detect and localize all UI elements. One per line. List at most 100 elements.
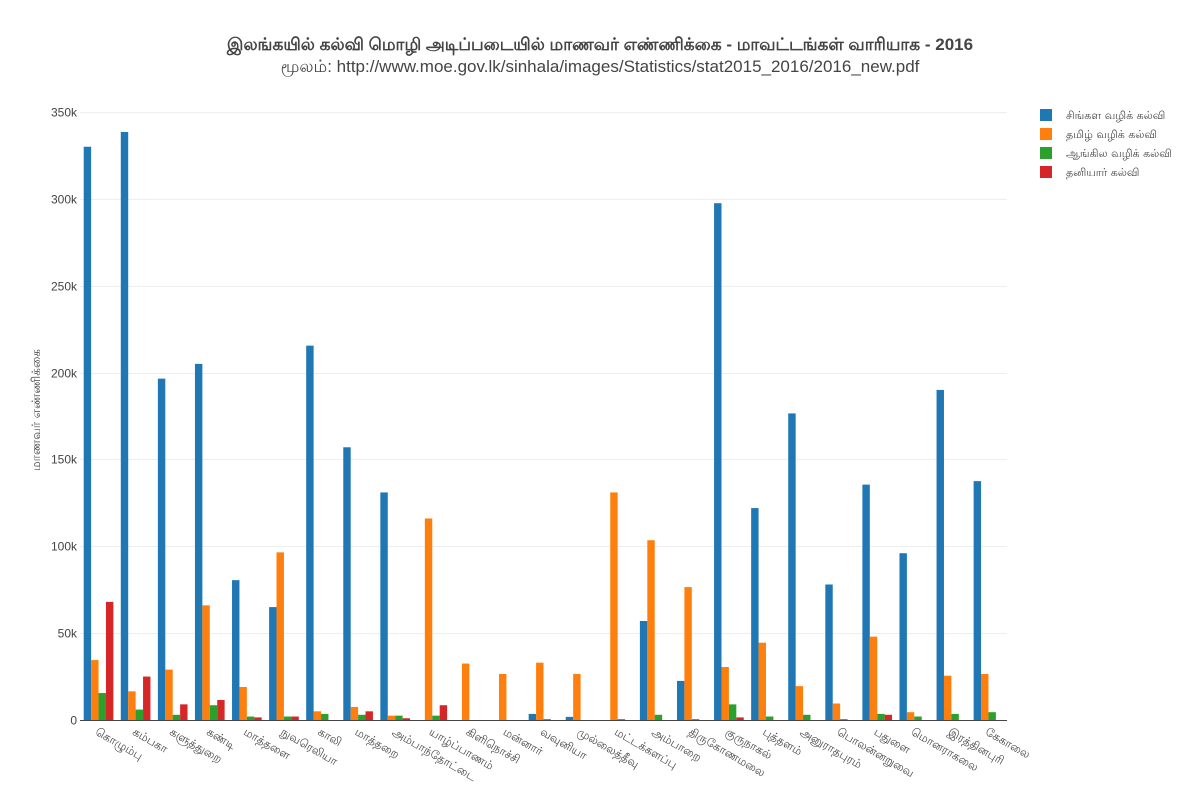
bar[interactable] (402, 718, 411, 720)
bar[interactable] (439, 705, 448, 720)
bar[interactable] (639, 620, 648, 720)
bar[interactable] (291, 716, 299, 720)
bar[interactable] (157, 378, 166, 720)
bar[interactable] (869, 636, 878, 720)
bar[interactable] (832, 703, 841, 721)
bar[interactable] (499, 673, 507, 720)
bar[interactable] (350, 706, 359, 720)
series-3 (98, 693, 996, 720)
bar[interactable] (313, 711, 322, 720)
bar[interactable] (654, 714, 663, 720)
bar[interactable] (788, 413, 796, 720)
bar[interactable] (387, 715, 396, 720)
bar[interactable] (536, 662, 544, 720)
bar[interactable] (194, 363, 203, 720)
bar[interactable] (120, 131, 129, 721)
legend-item[interactable]: தனியார் கல்வி (1040, 166, 1139, 179)
bar[interactable] (981, 673, 989, 720)
bar[interactable] (91, 660, 99, 720)
bar[interactable] (565, 716, 574, 720)
bar[interactable] (803, 714, 811, 720)
bar[interactable] (358, 714, 366, 720)
bar[interactable] (254, 717, 262, 720)
bar[interactable] (432, 715, 440, 720)
bar[interactable] (321, 713, 329, 720)
legend-item[interactable]: தமிழ் வழிக் கல்வி (1040, 128, 1157, 141)
bar[interactable] (306, 345, 314, 720)
bar[interactable] (691, 719, 700, 720)
bar[interactable] (840, 719, 848, 720)
bar[interactable] (239, 686, 247, 720)
bar[interactable] (105, 601, 114, 720)
bar[interactable] (83, 146, 92, 721)
bar[interactable] (721, 667, 729, 720)
bar[interactable] (951, 713, 959, 720)
bar[interactable] (276, 552, 284, 720)
bar[interactable] (573, 673, 581, 720)
bars (83, 131, 996, 721)
y-tick-label: 350k (51, 106, 78, 120)
bar[interactable] (617, 719, 626, 720)
bar[interactable] (795, 686, 804, 720)
legend-swatch (1040, 109, 1052, 121)
bar[interactable] (202, 605, 210, 720)
y-tick-label: 0 (70, 714, 77, 728)
x-axis-ticks: கொழும்புகம்பகாகளுத்துறைகண்டி மாத்தளைநுவரெ… (93, 724, 1034, 784)
bar[interactable] (610, 492, 618, 720)
bar[interactable] (143, 676, 151, 720)
y-tick-label: 50k (58, 627, 78, 641)
bar[interactable] (728, 704, 737, 720)
bar[interactable] (973, 481, 982, 720)
bar[interactable] (217, 700, 225, 720)
bar[interactable] (98, 693, 106, 720)
bar[interactable] (395, 715, 403, 720)
bar[interactable] (906, 712, 915, 720)
bar[interactable] (380, 492, 388, 720)
bar[interactable] (758, 642, 766, 720)
chart-subtitle: மூலம்: http://www.moe.gov.lk/sinhala/ima… (281, 57, 920, 77)
y-tick-label: 100k (51, 540, 78, 554)
bar[interactable] (246, 716, 255, 720)
bar[interactable] (825, 584, 833, 721)
y-tick-label: 250k (51, 280, 78, 294)
bar[interactable] (172, 714, 181, 720)
bar[interactable] (899, 553, 907, 720)
bar[interactable] (165, 669, 173, 720)
y-tick-label: 300k (51, 193, 78, 207)
bar[interactable] (676, 680, 685, 720)
bar[interactable] (714, 203, 722, 720)
bar[interactable] (765, 716, 774, 720)
bar[interactable] (988, 712, 996, 720)
bar[interactable] (528, 713, 537, 720)
bar[interactable] (736, 717, 744, 720)
bar[interactable] (884, 714, 893, 720)
bar[interactable] (365, 711, 373, 720)
legend-swatch (1040, 166, 1052, 178)
bar[interactable] (128, 691, 136, 720)
legend-item[interactable]: ஆங்கில வழிக் கல்வி (1040, 147, 1172, 160)
bar[interactable] (943, 675, 952, 720)
bar[interactable] (647, 540, 655, 720)
legend-label: தனியார் கல்வி (1066, 166, 1139, 179)
bar[interactable] (283, 716, 292, 720)
bar[interactable] (232, 580, 240, 720)
bar[interactable] (180, 704, 188, 720)
bar[interactable] (543, 719, 551, 720)
bar[interactable] (936, 389, 944, 720)
y-axis-label: மாணவர் எண்ணிக்கை (29, 349, 43, 471)
bar[interactable] (424, 518, 433, 720)
bar[interactable] (751, 508, 759, 720)
bar[interactable] (269, 607, 277, 720)
bar[interactable] (684, 587, 692, 720)
bar[interactable] (343, 447, 351, 720)
bar[interactable] (877, 713, 885, 720)
bar[interactable] (862, 484, 870, 720)
bar[interactable] (914, 716, 922, 720)
legend-item[interactable]: சிங்கள வழிக் கல்வி (1040, 109, 1165, 122)
bar[interactable] (135, 709, 144, 720)
bar[interactable] (209, 705, 218, 720)
bar[interactable] (461, 663, 470, 720)
legend[interactable]: சிங்கள வழிக் கல்வி தமிழ் வழிக் கல்வி ஆங்கி… (1040, 109, 1172, 179)
